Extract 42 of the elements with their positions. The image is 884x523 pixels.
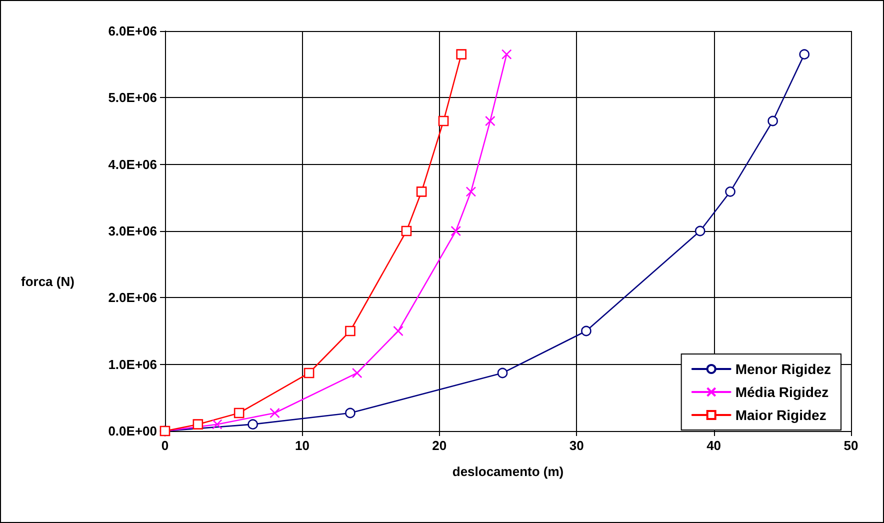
point [456, 49, 466, 60]
point [270, 408, 280, 418]
point [501, 49, 512, 60]
point [401, 226, 412, 236]
point [345, 326, 356, 336]
x-tick-label: 30 [569, 438, 584, 453]
y-tick-label: 5.0E+06 [108, 90, 157, 106]
point [304, 368, 314, 378]
point [438, 116, 449, 126]
y-axis-title: forca (N) [21, 274, 74, 289]
y-tick-label: 6.0E+06 [108, 24, 157, 38]
point [192, 419, 204, 430]
point [725, 186, 736, 197]
point [345, 408, 356, 418]
x-tick-label: 50 [844, 438, 858, 453]
x-tick-label: 10 [294, 438, 310, 453]
legend-label: Média Rigidez [735, 384, 829, 400]
point [248, 419, 258, 430]
y-tick-label: 0.0E+00 [108, 424, 157, 438]
point [466, 186, 476, 197]
legend-label: Maior Rigidez [735, 407, 826, 423]
point [234, 408, 244, 418]
point [694, 226, 706, 236]
point [416, 186, 427, 197]
point [485, 116, 496, 126]
legend-label: Menor Rigidez [735, 361, 832, 377]
x-tick-label: 20 [432, 438, 447, 453]
y-tick-label: 4.0E+06 [108, 156, 157, 172]
point [768, 116, 778, 126]
x-tick-label: 0 [161, 438, 169, 453]
point [497, 368, 508, 378]
point [450, 226, 462, 236]
y-tick-label: 3.0E+06 [108, 224, 157, 238]
x-tick-label: 40 [706, 438, 722, 453]
point [581, 326, 592, 336]
x-axis-title: deslocamento (m) [452, 464, 564, 479]
point [212, 419, 222, 430]
y-tick-label: 1.0E+06 [108, 356, 157, 372]
point [799, 49, 810, 60]
point [352, 368, 362, 378]
y-tick-label: 2.0E+06 [108, 290, 157, 306]
point [393, 326, 404, 336]
